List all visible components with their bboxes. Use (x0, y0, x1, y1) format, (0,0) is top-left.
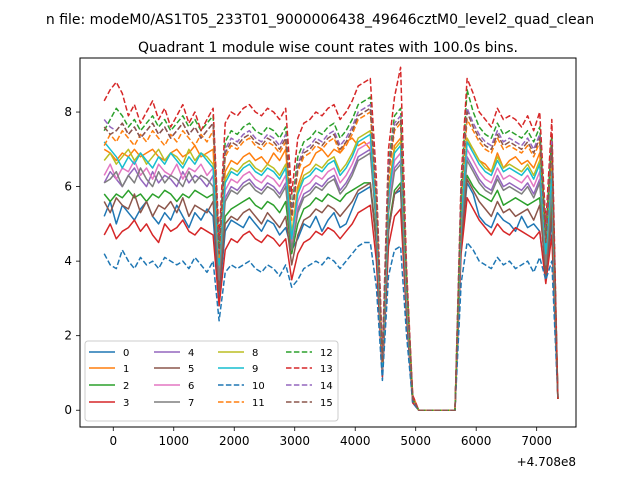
series-line-5 (103, 178, 559, 411)
series-line-13 (103, 66, 559, 411)
series-line-2 (103, 174, 559, 411)
y-tick-label: 2 (64, 329, 72, 343)
series-line-3 (103, 197, 559, 411)
series-line-6 (103, 141, 559, 411)
series-line-9 (103, 133, 559, 411)
legend-label-12: 12 (320, 348, 333, 359)
legend-label-2: 2 (123, 381, 129, 392)
figure-suptitle: n file: modeM0/AS1T05_233T01_9000006438_… (46, 12, 594, 28)
legend-label-8: 8 (252, 348, 258, 359)
legend-label-6: 6 (188, 381, 194, 392)
legend-label-10: 10 (252, 381, 265, 392)
series-line-15 (103, 107, 559, 411)
x-tick-label: 7000 (521, 434, 552, 448)
x-offset-label: +4.708e8 (517, 455, 576, 469)
series-line-10 (103, 241, 559, 411)
series-line-12 (103, 88, 559, 411)
legend-label-15: 15 (320, 398, 333, 409)
legend-label-11: 11 (252, 398, 265, 409)
legend-label-1: 1 (123, 364, 129, 375)
legend-label-0: 0 (123, 348, 129, 359)
x-tick-label: 6000 (461, 434, 492, 448)
series-line-11 (103, 111, 559, 411)
y-tick-label: 8 (64, 105, 72, 119)
legend-label-5: 5 (188, 364, 194, 375)
series-line-8 (103, 129, 559, 411)
series-line-1 (103, 137, 559, 411)
y-tick-label: 0 (64, 403, 72, 417)
legend-label-7: 7 (188, 398, 194, 409)
legend-label-14: 14 (320, 381, 333, 392)
x-tick-label: 3000 (279, 434, 310, 448)
legend-label-13: 13 (320, 364, 333, 375)
x-tick-label: 4000 (340, 434, 371, 448)
y-tick-label: 6 (64, 180, 72, 194)
legend-label-3: 3 (123, 398, 129, 409)
x-tick-label: 1000 (158, 434, 189, 448)
y-axis: 0 2 4 6 8 (64, 105, 80, 417)
x-tick-label: 2000 (219, 434, 250, 448)
legend-label-4: 4 (188, 348, 194, 359)
series-line-4 (103, 148, 559, 411)
y-tick-label: 4 (64, 254, 72, 268)
series-layer (103, 66, 559, 411)
x-tick-label: 5000 (400, 434, 431, 448)
axes-frame (79, 57, 577, 428)
legend-label-9: 9 (252, 364, 258, 375)
series-line-7 (103, 152, 559, 411)
chart-title: Quadrant 1 module wise count rates with … (138, 40, 518, 56)
x-axis: 0 1000 2000 3000 4000 5000 6000 7000 (109, 427, 552, 448)
x-tick-label: 0 (109, 434, 117, 448)
legend-frame (84, 340, 339, 422)
